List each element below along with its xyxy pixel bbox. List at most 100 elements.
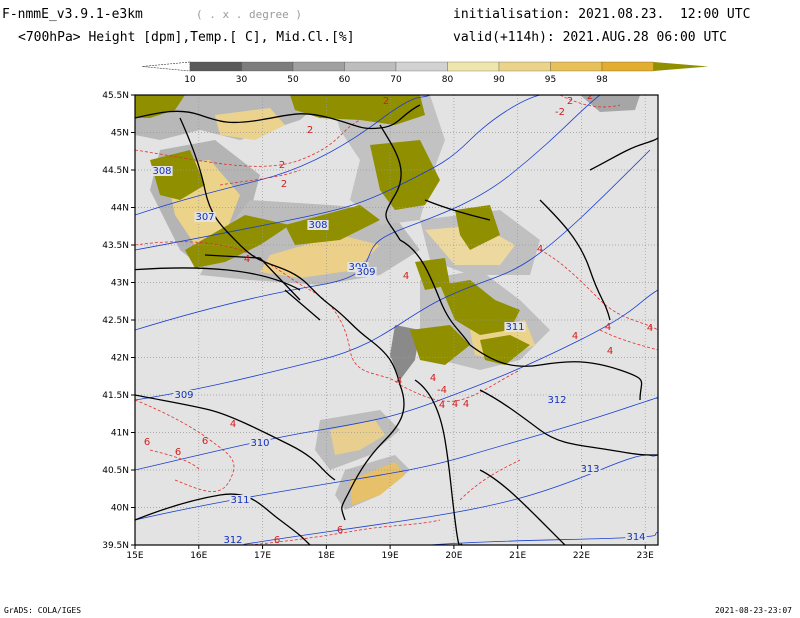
height-label-bg (249, 438, 271, 448)
colorbar-swatch (241, 61, 294, 72)
lon-label: 22E (573, 551, 590, 561)
temp-contour-label: 2 (383, 96, 389, 107)
lon-label: 17E (254, 551, 271, 561)
lon-label: 21E (509, 551, 526, 561)
height-contour-label: 308 (308, 220, 327, 231)
height-label-bg (173, 390, 195, 400)
temp-contour-label: 6 (144, 437, 150, 448)
lat-label: 44.5N (102, 166, 129, 176)
render-timestamp: 2021-08-23-23:07 (714, 606, 792, 615)
colorbar-swatch (189, 61, 242, 72)
temp-contour-label: 4 (537, 244, 543, 255)
temp-contour-label: 4 (452, 399, 458, 410)
height-label-bg (546, 395, 568, 405)
lat-label: 42N (111, 354, 129, 364)
temp-contour-label: 4 (605, 322, 611, 333)
temp-contour-label: 6 (337, 525, 343, 536)
height-contour-label: 314 (626, 532, 645, 543)
height-labels: 308307308309309311309310312311313312314 (151, 166, 647, 546)
temp-contour-label: 6 (202, 436, 208, 447)
temp-contour-label: 4 (572, 331, 578, 342)
lon-label: 23E (637, 551, 654, 561)
lat-label: 45N (111, 129, 129, 139)
temp-contour-label: 4 (430, 373, 436, 384)
cloud-layer-dense (135, 95, 530, 365)
temp-contour-label: 4 (396, 376, 402, 387)
colorbar-label: 80 (442, 75, 454, 85)
colorbar-label: 10 (184, 75, 196, 85)
lon-label: 18E (318, 551, 335, 561)
colorbar-swatch (601, 61, 654, 72)
temp-contour-label: 6 (175, 447, 181, 458)
lat-label: 42.5N (102, 316, 129, 326)
lon-label: 20E (445, 551, 462, 561)
temp-contour-label: 4 (463, 399, 469, 410)
colorbar-label: 70 (390, 75, 402, 85)
height-contour-label: 313 (580, 464, 599, 475)
temperature-contours (135, 95, 658, 545)
colorbar-label: 60 (339, 75, 351, 85)
valid-time: valid(+114h): 2021.AUG.28 06:00 UTC (453, 30, 727, 45)
colorbar-swatch (498, 61, 551, 72)
lat-label: 41N (111, 429, 129, 439)
grads-credit: GrADS: COLA/IGES (4, 606, 82, 615)
colorbar-swatch (344, 61, 397, 72)
colorbar-label: 98 (596, 75, 608, 85)
projection-note: ( . x . degree ) (196, 8, 302, 21)
height-label-bg (579, 464, 601, 474)
temp-contour-label: 4 (403, 271, 409, 282)
height-label-bg (151, 166, 173, 176)
height-contour-label: 312 (223, 535, 242, 546)
lat-label: 44N (111, 204, 129, 214)
temp-contour-label: 4 (647, 323, 653, 334)
height-contour-label: 312 (547, 395, 566, 406)
colorbar-swatch (395, 61, 448, 72)
height-contour-label: 311 (505, 322, 524, 333)
lat-label: 40.5N (102, 466, 129, 476)
height-label-bg (194, 212, 216, 222)
height-contour-label: 307 (195, 212, 214, 223)
colorbar: 10 30 50 60 70 80 90 95 98 (141, 61, 709, 85)
lon-label: 16E (190, 551, 207, 561)
colorbar-label: 95 (545, 75, 556, 85)
map-plot: 308307308309309311309310312311313312314 … (135, 91, 658, 546)
colorbar-label: 30 (236, 75, 248, 85)
temp-contour-label: 2 (307, 125, 313, 136)
colorbar-label: 50 (287, 75, 299, 85)
height-contour-label: 308 (152, 166, 171, 177)
colorbar-label: 90 (493, 75, 505, 85)
temp-contour-label: 4 (230, 419, 236, 430)
temp-contour-label: 2 (567, 96, 573, 107)
height-contour-label: 311 (230, 495, 249, 506)
temp-contour-label: 2 (587, 91, 593, 102)
lon-label: 15E (126, 551, 143, 561)
height-label-bg (222, 535, 244, 545)
lat-label: 45.5N (102, 91, 129, 101)
colorbar-swatch (292, 61, 345, 72)
temp-contour-label: 4 (607, 346, 613, 357)
height-label-bg (625, 532, 647, 542)
field-description: <700hPa> Height [dpm],Temp.[ C], Mid.Cl.… (18, 30, 355, 45)
height-label-bg (504, 322, 526, 332)
temp-contour-label: 4 (439, 400, 445, 411)
colorbar-high-arrow (653, 62, 709, 71)
height-contour-label: 309 (356, 267, 375, 278)
height-label-bg (307, 220, 329, 230)
height-contour-label: 309 (174, 390, 193, 401)
temp-contour-label: -4 (437, 385, 447, 396)
temp-contour-label: -2 (555, 107, 565, 118)
lat-lon-grid (135, 95, 658, 545)
lat-label: 40N (111, 504, 129, 514)
colorbar-swatch (447, 61, 500, 72)
colorbar-swatch (550, 61, 603, 72)
temp-contour-label: 2 (281, 179, 287, 190)
temp-contour-label: 6 (274, 535, 280, 546)
lon-label: 19E (382, 551, 399, 561)
lat-label: 43N (111, 279, 129, 289)
height-contour-label: 310 (250, 438, 269, 449)
height-label-bg (229, 495, 251, 505)
colorbar-low-arrow (141, 61, 191, 72)
temp-contour-label: 4 (244, 254, 250, 265)
height-label-bg (355, 267, 377, 277)
